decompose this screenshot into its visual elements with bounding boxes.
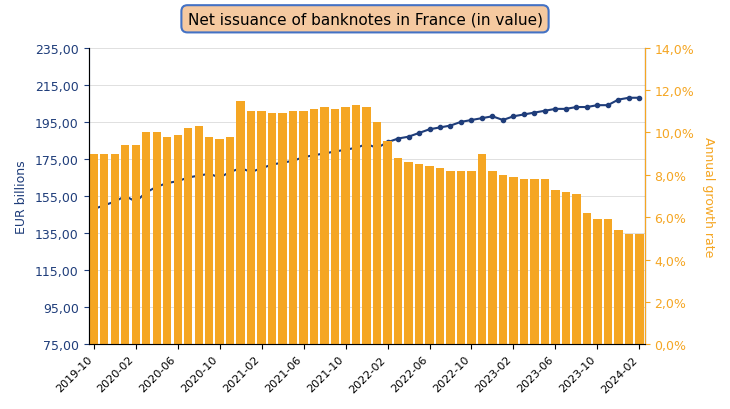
Bar xyxy=(635,235,644,344)
Bar xyxy=(373,123,381,344)
Bar xyxy=(215,139,224,344)
Bar xyxy=(541,180,549,344)
Bar xyxy=(247,112,255,344)
Bar xyxy=(383,142,392,344)
Bar xyxy=(90,154,98,344)
Y-axis label: Annual growth rate: Annual growth rate xyxy=(702,137,715,256)
Bar xyxy=(310,110,318,344)
Bar xyxy=(289,112,297,344)
Y-axis label: EUR billions: EUR billions xyxy=(15,160,28,233)
Bar xyxy=(520,180,528,344)
Bar xyxy=(625,235,633,344)
Bar xyxy=(457,171,465,344)
Bar xyxy=(572,194,580,344)
Bar xyxy=(174,135,182,344)
Bar xyxy=(604,220,612,344)
Bar xyxy=(499,175,507,344)
Bar xyxy=(426,167,434,344)
Bar xyxy=(530,180,539,344)
Bar xyxy=(237,101,245,344)
Bar xyxy=(153,133,161,344)
Bar xyxy=(561,192,570,344)
Bar xyxy=(205,137,213,344)
Bar xyxy=(415,165,423,344)
Bar xyxy=(436,169,444,344)
Bar xyxy=(342,108,350,344)
Bar xyxy=(331,110,339,344)
Bar xyxy=(488,171,496,344)
Bar xyxy=(593,220,602,344)
Bar xyxy=(467,171,476,344)
Bar xyxy=(614,230,623,344)
Bar xyxy=(258,112,266,344)
Bar xyxy=(100,154,109,344)
Bar xyxy=(121,146,129,344)
Bar xyxy=(446,171,455,344)
Bar xyxy=(131,146,140,344)
Bar xyxy=(278,114,287,344)
Bar xyxy=(583,213,591,344)
Bar xyxy=(110,154,119,344)
Text: Net issuance of banknotes in France (in value): Net issuance of banknotes in France (in … xyxy=(188,12,542,27)
Bar xyxy=(320,108,329,344)
Bar xyxy=(510,178,518,344)
Bar xyxy=(184,129,193,344)
Bar xyxy=(477,154,486,344)
Bar xyxy=(362,108,371,344)
Bar xyxy=(268,114,277,344)
Bar xyxy=(194,127,203,344)
Bar xyxy=(299,112,308,344)
Bar xyxy=(352,106,361,344)
Bar xyxy=(393,159,402,344)
Bar xyxy=(226,137,234,344)
Bar xyxy=(142,133,150,344)
Bar xyxy=(551,190,560,344)
Bar xyxy=(163,137,172,344)
Bar xyxy=(404,163,412,344)
